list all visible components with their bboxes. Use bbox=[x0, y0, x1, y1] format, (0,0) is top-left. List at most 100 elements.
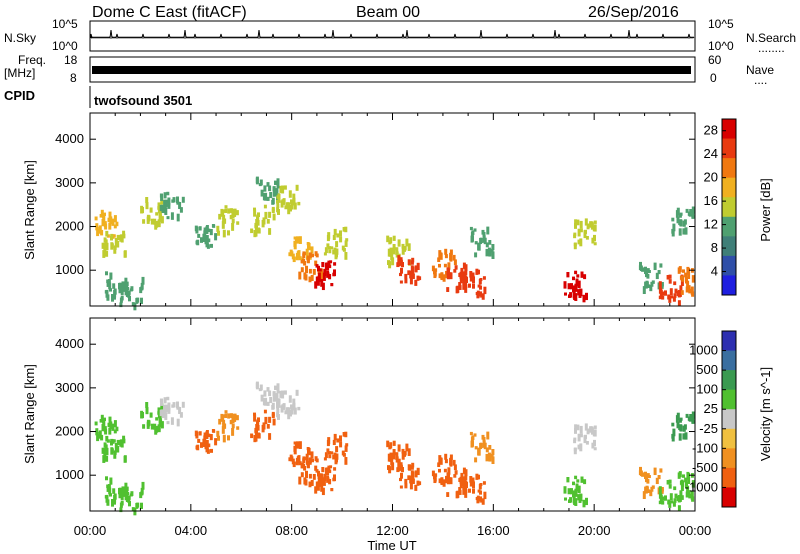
range-gate-cell bbox=[574, 223, 577, 229]
range-gate-cell bbox=[224, 205, 228, 209]
range-gate-cell bbox=[456, 285, 460, 293]
range-gate-cell bbox=[311, 253, 314, 258]
range-gate-cell bbox=[276, 180, 280, 189]
nsky-panel: N.Sky 10^5 10^0 10^5 10^0 N.Search .....… bbox=[4, 17, 796, 55]
range-gate-cell bbox=[344, 226, 348, 233]
range-gate-cell bbox=[585, 292, 588, 301]
range-gate-cell bbox=[485, 447, 489, 453]
range-gate-cell bbox=[105, 289, 109, 298]
range-gate-cell bbox=[292, 398, 296, 407]
range-gate-cell bbox=[440, 273, 444, 279]
range-gate-cell bbox=[307, 447, 311, 456]
range-gate-cell bbox=[690, 286, 694, 292]
range-gate-cell bbox=[284, 410, 288, 415]
range-gate-cell bbox=[121, 486, 125, 493]
range-gate-cell bbox=[567, 488, 571, 495]
range-gate-cell bbox=[407, 270, 411, 276]
range-gate-cell bbox=[109, 493, 112, 497]
nave-dots: .... bbox=[754, 73, 767, 87]
range-gate-cell bbox=[335, 251, 338, 258]
range-gate-cell bbox=[209, 229, 213, 236]
range-gate-cell bbox=[677, 300, 681, 307]
colorbar-segment bbox=[722, 236, 736, 257]
range-gate-cell bbox=[104, 444, 108, 449]
range-gate-cell bbox=[261, 424, 265, 433]
range-gate-cell bbox=[233, 209, 237, 217]
range-gate-cell bbox=[266, 182, 270, 187]
range-gate-cell bbox=[103, 221, 107, 228]
range-gate-cell bbox=[290, 404, 293, 409]
range-gate-cell bbox=[292, 197, 296, 206]
range-gate-cell bbox=[463, 478, 467, 485]
range-gate-cell bbox=[266, 424, 270, 429]
range-gate-cell bbox=[650, 486, 654, 492]
range-gate-cell bbox=[339, 441, 343, 448]
range-gate-cell bbox=[275, 393, 279, 398]
range-gate-cell bbox=[677, 505, 681, 512]
range-gate-cell bbox=[263, 204, 267, 209]
range-gate-cell bbox=[155, 417, 159, 421]
range-gate-cell bbox=[131, 302, 135, 307]
range-gate-cell bbox=[671, 217, 675, 222]
x-tick-label: 00:00 bbox=[679, 523, 712, 538]
date-label: 26/Sep/2016 bbox=[588, 4, 679, 21]
range-gate-cell bbox=[572, 276, 575, 281]
range-gate-cell bbox=[666, 480, 670, 485]
range-gate-cell bbox=[305, 265, 308, 274]
range-gate-cell bbox=[580, 476, 584, 483]
range-gate-cell bbox=[326, 467, 330, 476]
range-gate-cell bbox=[221, 221, 225, 229]
range-gate-cell bbox=[195, 431, 199, 439]
range-gate-cell bbox=[639, 466, 642, 472]
range-gate-cell bbox=[283, 390, 287, 395]
data-blob bbox=[563, 475, 588, 508]
range-gate-cell bbox=[593, 220, 597, 224]
range-gate-cell bbox=[204, 237, 208, 245]
range-gate-cell bbox=[113, 501, 116, 505]
colorbar-segment bbox=[722, 350, 736, 371]
colorbar-tick-label: 8 bbox=[711, 240, 718, 255]
range-gate-cell bbox=[254, 230, 258, 237]
velocity-ylabel: Slant Range [km] bbox=[22, 364, 37, 464]
range-gate-cell bbox=[486, 431, 490, 440]
range-gate-cell bbox=[453, 259, 457, 266]
colorbar-segment bbox=[722, 177, 736, 198]
range-gate-cell bbox=[409, 270, 413, 279]
range-gate-cell bbox=[181, 401, 185, 408]
range-gate-cell bbox=[592, 430, 596, 437]
range-gate-cell bbox=[109, 477, 113, 485]
data-blob bbox=[431, 453, 457, 487]
range-gate-cell bbox=[409, 277, 413, 285]
range-gate-cell bbox=[416, 262, 420, 271]
range-gate-cell bbox=[105, 476, 108, 481]
range-gate-cell bbox=[305, 248, 309, 255]
y-tick-label: 2000 bbox=[55, 219, 84, 234]
range-gate-cell bbox=[201, 237, 205, 243]
range-gate-cell bbox=[253, 412, 256, 416]
range-gate-cell bbox=[214, 438, 218, 446]
range-gate-cell bbox=[300, 464, 304, 469]
range-gate-cell bbox=[160, 421, 164, 429]
colorbar-tick-label: -25 bbox=[699, 421, 718, 436]
range-gate-cell bbox=[657, 475, 661, 480]
range-gate-cell bbox=[401, 243, 405, 249]
range-gate-cell bbox=[133, 507, 137, 516]
range-gate-cell bbox=[116, 439, 120, 446]
range-gate-cell bbox=[119, 502, 123, 508]
range-gate-cell bbox=[659, 493, 663, 499]
x-tick-label: 20:00 bbox=[578, 523, 611, 538]
range-gate-cell bbox=[462, 262, 466, 269]
range-gate-cell bbox=[217, 435, 220, 441]
range-gate-cell bbox=[295, 457, 299, 466]
range-gate-cell bbox=[298, 256, 302, 261]
range-gate-cell bbox=[145, 202, 149, 210]
range-gate-cell bbox=[678, 290, 682, 297]
range-gate-cell bbox=[580, 271, 584, 278]
range-gate-cell bbox=[460, 267, 464, 275]
range-gate-cell bbox=[198, 431, 202, 436]
nave-tick-low: 0 bbox=[710, 71, 717, 85]
range-gate-cell bbox=[105, 494, 109, 503]
range-gate-cell bbox=[392, 452, 396, 460]
range-gate-cell bbox=[113, 420, 117, 428]
range-gate-cell bbox=[264, 397, 268, 406]
